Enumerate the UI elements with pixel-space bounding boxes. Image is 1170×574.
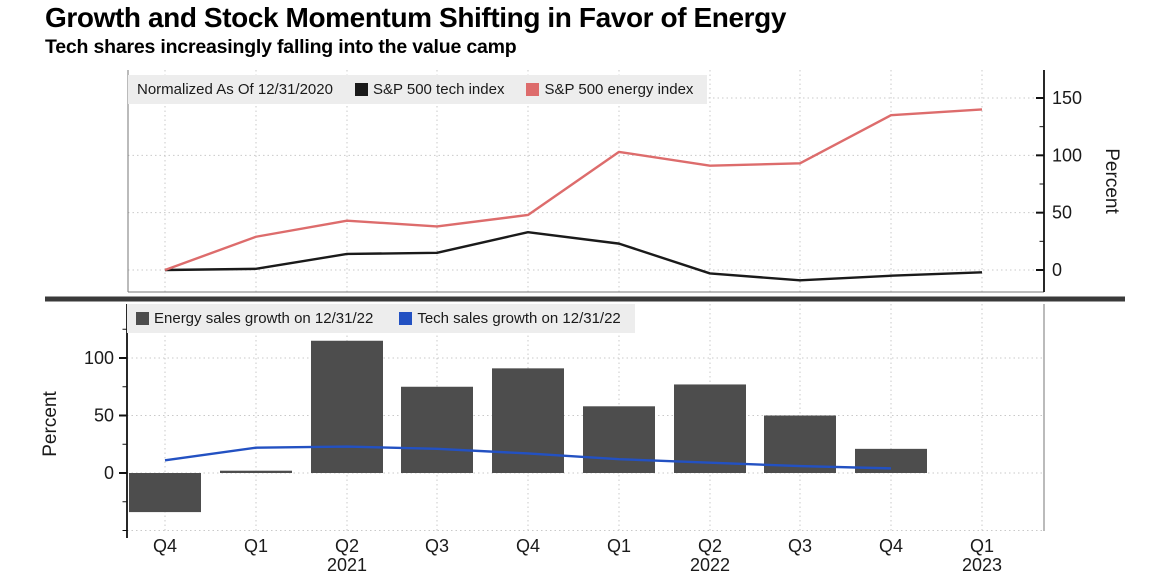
y-axis-tick-label: 0 <box>1052 260 1062 280</box>
tech-sales-line <box>164 445 892 470</box>
energy-sales-bar <box>583 406 655 473</box>
energy-index-label: S&P 500 energy index <box>544 81 694 98</box>
page-title: Growth and Stock Momentum Shifting in Fa… <box>45 2 787 33</box>
x-axis-tick-label: Q4 <box>153 536 177 556</box>
tech-sales-label: Tech sales growth on 12/31/22 <box>417 310 621 327</box>
energy-index-swatch <box>526 83 540 96</box>
x-axis-tick-label: Q1 <box>244 536 268 556</box>
y-axis-tick-label: 100 <box>1052 145 1082 165</box>
x-axis-tick-label: Q2 <box>335 536 359 556</box>
energy-sales-bar <box>129 473 201 513</box>
y-axis-title-right: Percent <box>1101 148 1122 214</box>
energy-sales-bar <box>492 368 564 473</box>
energy-sales-bar <box>855 448 927 473</box>
tech-index-swatch <box>354 83 368 96</box>
energy-index-line <box>164 108 983 272</box>
sales-panel-legend: Energy sales growth on 12/31/22 Tech sal… <box>127 304 635 333</box>
legend-item-tech-index: S&P 500 tech index <box>354 81 505 98</box>
index-panel-legend: Normalized As Of 12/31/2020 S&P 500 tech… <box>128 75 708 104</box>
energy-sales-bar <box>674 384 746 473</box>
energy-sales-bar <box>220 470 292 473</box>
energy-sales-swatch <box>136 312 149 325</box>
tech-index-line <box>164 230 983 282</box>
y-axis-tick-label: 0 <box>104 463 114 483</box>
energy-sales-label: Energy sales growth on 12/31/22 <box>154 310 374 327</box>
year-label: 2022 <box>690 555 730 574</box>
y-axis-tick-label: 50 <box>94 406 114 426</box>
year-label: 2021 <box>327 555 367 574</box>
tech-index-label: S&P 500 tech index <box>372 81 505 98</box>
legend-item-tech-sales: Tech sales growth on 12/31/22 <box>399 310 621 327</box>
y-axis-title-left: Percent <box>40 391 61 457</box>
legend-item-energy-sales: Energy sales growth on 12/31/22 <box>136 310 373 327</box>
x-axis-tick-label: Q3 <box>425 536 449 556</box>
x-axis-tick-label: Q2 <box>698 536 722 556</box>
legend-item-energy-index: S&P 500 energy index <box>526 81 693 98</box>
year-label: 2023 <box>962 555 1002 574</box>
y-axis-tick-label: 50 <box>1052 203 1072 223</box>
x-axis-tick-label: Q1 <box>970 536 994 556</box>
energy-sales-bar <box>764 415 836 473</box>
x-axis-tick-label: Q3 <box>788 536 812 556</box>
tech-sales-swatch <box>399 312 413 325</box>
normalization-note: Normalized As Of 12/31/2020 <box>137 81 333 98</box>
energy-sales-bar <box>311 340 383 473</box>
x-axis-tick-label: Q4 <box>516 536 540 556</box>
panel-divider <box>45 296 1125 302</box>
x-axis-tick-label: Q4 <box>879 536 903 556</box>
y-axis-tick-label: 100 <box>84 348 114 368</box>
y-axis-tick-label: 150 <box>1052 88 1082 108</box>
x-axis-tick-label: Q1 <box>607 536 631 556</box>
energy-sales-bar <box>401 386 473 473</box>
page-subtitle: Tech shares increasingly falling into th… <box>45 36 517 58</box>
